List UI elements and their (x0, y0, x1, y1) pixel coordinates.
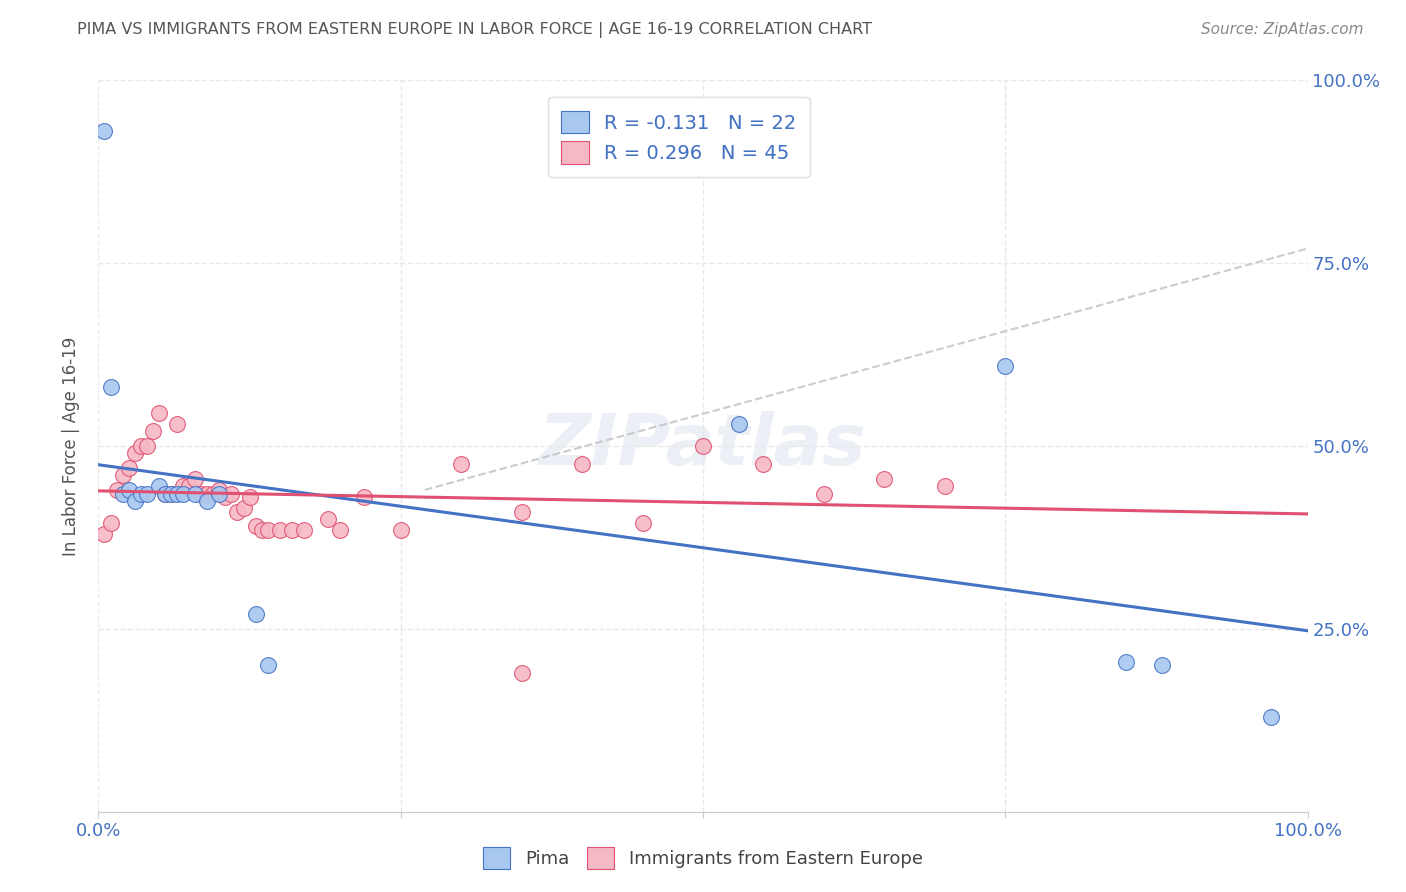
Point (195, 494, 218, 508)
Point (752, 457, 775, 471)
Point (135, 439, 157, 453)
Point (245, 607, 267, 622)
Point (1115, 655, 1137, 669)
Point (316, 512, 339, 526)
Point (153, 486, 176, 500)
Point (166, 486, 188, 500)
Point (148, 479, 170, 493)
Text: Source: ZipAtlas.com: Source: ZipAtlas.com (1201, 22, 1364, 37)
Point (1152, 658, 1174, 673)
Point (256, 658, 278, 673)
Text: PIMA VS IMMIGRANTS FROM EASTERN EUROPE IN LABOR FORCE | AGE 16-19 CORRELATION CH: PIMA VS IMMIGRANTS FROM EASTERN EUROPE I… (77, 22, 872, 38)
Point (226, 505, 249, 519)
Point (160, 486, 183, 500)
Point (510, 505, 533, 519)
Point (208, 486, 231, 500)
Point (510, 665, 533, 680)
Point (202, 486, 225, 500)
Point (142, 425, 165, 439)
Point (873, 472, 896, 486)
Y-axis label: In Labor Force | Age 16-19: In Labor Force | Age 16-19 (62, 336, 80, 556)
Point (184, 472, 207, 486)
Point (166, 417, 188, 431)
Point (172, 486, 194, 500)
Point (256, 523, 278, 537)
Point (100, 516, 122, 530)
Point (245, 519, 267, 533)
Legend: Pima, Immigrants from Eastern Europe: Pima, Immigrants from Eastern Europe (474, 838, 932, 879)
Point (100, 380, 122, 394)
Point (184, 486, 207, 500)
Point (129, 486, 152, 500)
Point (994, 359, 1017, 373)
Point (190, 486, 212, 500)
Point (631, 516, 654, 530)
Point (269, 523, 291, 537)
Point (329, 523, 352, 537)
Text: ZIPatlas: ZIPatlas (540, 411, 866, 481)
Point (160, 486, 183, 500)
Point (728, 417, 751, 431)
Point (239, 490, 262, 504)
Point (813, 486, 835, 500)
Point (232, 501, 254, 516)
Point (450, 457, 472, 471)
Point (124, 446, 146, 460)
Point (389, 523, 412, 537)
Point (93, 526, 115, 541)
Point (208, 483, 231, 497)
Point (692, 439, 714, 453)
Point (281, 523, 304, 537)
Point (250, 523, 273, 537)
Point (93, 124, 115, 138)
Point (135, 486, 157, 500)
Point (148, 406, 170, 420)
Point (111, 468, 134, 483)
Point (153, 486, 176, 500)
Point (129, 439, 152, 453)
Point (1260, 709, 1282, 723)
Point (292, 523, 315, 537)
Point (353, 490, 375, 504)
Point (934, 479, 956, 493)
Point (124, 494, 146, 508)
Legend: R = -0.131   N = 22, R = 0.296   N = 45: R = -0.131 N = 22, R = 0.296 N = 45 (548, 97, 810, 178)
Point (571, 457, 593, 471)
Point (105, 483, 128, 497)
Point (118, 461, 141, 475)
Point (179, 479, 201, 493)
Point (172, 479, 194, 493)
Point (118, 483, 141, 497)
Point (195, 486, 218, 500)
Point (111, 486, 134, 500)
Point (221, 486, 243, 500)
Point (214, 490, 236, 504)
